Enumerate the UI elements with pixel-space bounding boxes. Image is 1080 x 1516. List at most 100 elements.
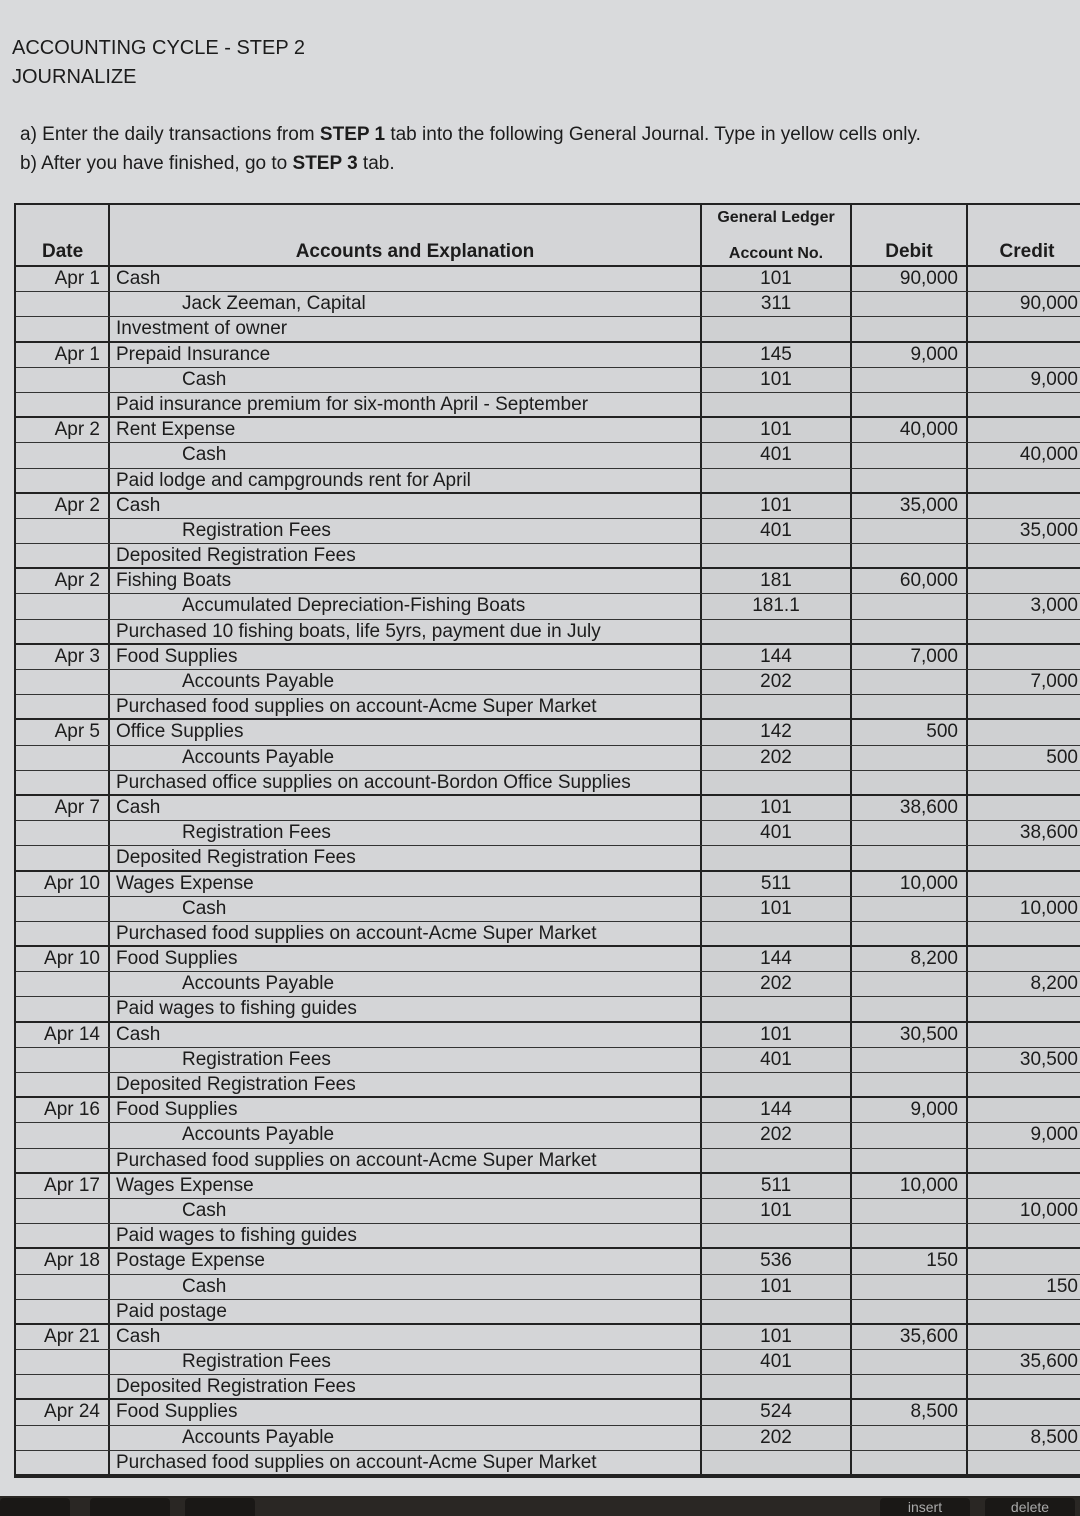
debit-cell[interactable]	[852, 1198, 968, 1224]
debit-cell[interactable]	[852, 695, 968, 719]
debit-cell[interactable]	[852, 468, 968, 492]
account-number-cell[interactable]: 101	[702, 493, 852, 518]
account-number-cell[interactable]: 101	[702, 267, 852, 292]
explanation-cell[interactable]: Paid wages to fishing guides	[110, 997, 702, 1021]
debit-cell[interactable]	[852, 1274, 968, 1299]
account-number-cell[interactable]: 142	[702, 720, 852, 745]
account-cell[interactable]: Cash	[110, 443, 702, 468]
account-number-cell[interactable]	[702, 846, 852, 870]
credit-cell[interactable]	[968, 1098, 1080, 1123]
account-number-cell[interactable]	[702, 770, 852, 794]
credit-cell[interactable]: 35,600	[968, 1350, 1080, 1375]
credit-cell[interactable]	[968, 418, 1080, 443]
explanation-cell[interactable]: Deposited Registration Fees	[110, 1375, 702, 1399]
credit-cell[interactable]	[968, 997, 1080, 1021]
explanation-cell[interactable]: Paid wages to fishing guides	[110, 1224, 702, 1248]
account-cell[interactable]: Accounts Payable	[110, 745, 702, 770]
account-cell[interactable]: Rent Expense	[110, 418, 702, 443]
debit-cell[interactable]	[852, 921, 968, 946]
credit-cell[interactable]	[968, 1400, 1080, 1425]
account-cell[interactable]: Cash	[110, 1324, 702, 1350]
credit-cell[interactable]: 10,000	[968, 1198, 1080, 1224]
account-cell[interactable]: Food Supplies	[110, 947, 702, 972]
credit-cell[interactable]	[968, 720, 1080, 745]
explanation-cell[interactable]: Purchased food supplies on account-Acme …	[110, 921, 702, 946]
debit-cell[interactable]	[852, 972, 968, 997]
account-cell[interactable]: Food Supplies	[110, 644, 702, 669]
account-number-cell[interactable]: 202	[702, 745, 852, 770]
debit-cell[interactable]	[852, 518, 968, 544]
account-number-cell[interactable]	[702, 1224, 852, 1248]
account-number-cell[interactable]: 144	[702, 947, 852, 972]
debit-cell[interactable]: 38,600	[852, 795, 968, 821]
credit-cell[interactable]: 3,000	[968, 594, 1080, 619]
account-number-cell[interactable]: 202	[702, 972, 852, 997]
credit-cell[interactable]: 9,000	[968, 367, 1080, 392]
credit-cell[interactable]: 10,000	[968, 896, 1080, 921]
credit-cell[interactable]	[968, 1450, 1080, 1474]
account-cell[interactable]: Cash	[110, 267, 702, 292]
credit-cell[interactable]	[968, 468, 1080, 492]
debit-cell[interactable]	[852, 619, 968, 643]
explanation-cell[interactable]: Deposited Registration Fees	[110, 544, 702, 568]
credit-cell[interactable]	[968, 342, 1080, 367]
credit-cell[interactable]: 38,600	[968, 821, 1080, 846]
debit-cell[interactable]: 35,600	[852, 1324, 968, 1350]
account-number-cell[interactable]: 524	[702, 1400, 852, 1425]
credit-cell[interactable]	[968, 795, 1080, 821]
account-number-cell[interactable]: 101	[702, 1198, 852, 1224]
account-cell[interactable]: Accounts Payable	[110, 670, 702, 695]
account-number-cell[interactable]	[702, 468, 852, 492]
account-number-cell[interactable]: 181	[702, 569, 852, 594]
credit-cell[interactable]	[968, 1022, 1080, 1047]
account-cell[interactable]: Accounts Payable	[110, 1425, 702, 1450]
explanation-cell[interactable]: Investment of owner	[110, 317, 702, 341]
account-cell[interactable]: Registration Fees	[110, 821, 702, 846]
account-cell[interactable]: Accounts Payable	[110, 972, 702, 997]
credit-cell[interactable]	[968, 619, 1080, 643]
account-cell[interactable]: Accumulated Depreciation-Fishing Boats	[110, 594, 702, 619]
account-cell[interactable]: Postage Expense	[110, 1249, 702, 1274]
credit-cell[interactable]	[968, 947, 1080, 972]
account-number-cell[interactable]: 511	[702, 871, 852, 896]
credit-cell[interactable]	[968, 1375, 1080, 1399]
credit-cell[interactable]	[968, 770, 1080, 794]
credit-cell[interactable]	[968, 1224, 1080, 1248]
credit-cell[interactable]: 90,000	[968, 292, 1080, 317]
credit-cell[interactable]	[968, 1299, 1080, 1323]
account-number-cell[interactable]: 202	[702, 1425, 852, 1450]
debit-cell[interactable]	[852, 1450, 968, 1474]
account-number-cell[interactable]: 401	[702, 1047, 852, 1072]
credit-cell[interactable]	[968, 317, 1080, 341]
explanation-cell[interactable]: Paid postage	[110, 1299, 702, 1323]
account-cell[interactable]: Accounts Payable	[110, 1123, 702, 1148]
account-number-cell[interactable]	[702, 1299, 852, 1323]
account-number-cell[interactable]: 101	[702, 795, 852, 821]
credit-cell[interactable]	[968, 1148, 1080, 1172]
credit-cell[interactable]	[968, 1249, 1080, 1274]
debit-cell[interactable]	[852, 821, 968, 846]
account-number-cell[interactable]: 401	[702, 1350, 852, 1375]
account-number-cell[interactable]: 511	[702, 1173, 852, 1198]
debit-cell[interactable]	[852, 392, 968, 417]
account-cell[interactable]: Wages Expense	[110, 871, 702, 896]
credit-cell[interactable]	[968, 871, 1080, 896]
debit-cell[interactable]	[852, 292, 968, 317]
explanation-cell[interactable]: Deposited Registration Fees	[110, 1073, 702, 1097]
debit-cell[interactable]: 9,000	[852, 342, 968, 367]
account-number-cell[interactable]	[702, 619, 852, 643]
explanation-cell[interactable]: Paid insurance premium for six-month Apr…	[110, 392, 702, 417]
credit-cell[interactable]	[968, 695, 1080, 719]
debit-cell[interactable]	[852, 745, 968, 770]
credit-cell[interactable]: 8,500	[968, 1425, 1080, 1450]
account-cell[interactable]: Office Supplies	[110, 720, 702, 745]
explanation-cell[interactable]: Purchased office supplies on account-Bor…	[110, 770, 702, 794]
debit-cell[interactable]	[852, 1148, 968, 1172]
credit-cell[interactable]	[968, 1324, 1080, 1350]
explanation-cell[interactable]: Deposited Registration Fees	[110, 846, 702, 870]
account-number-cell[interactable]	[702, 317, 852, 341]
debit-cell[interactable]	[852, 997, 968, 1021]
account-number-cell[interactable]: 101	[702, 1274, 852, 1299]
account-number-cell[interactable]: 401	[702, 821, 852, 846]
account-number-cell[interactable]: 202	[702, 670, 852, 695]
